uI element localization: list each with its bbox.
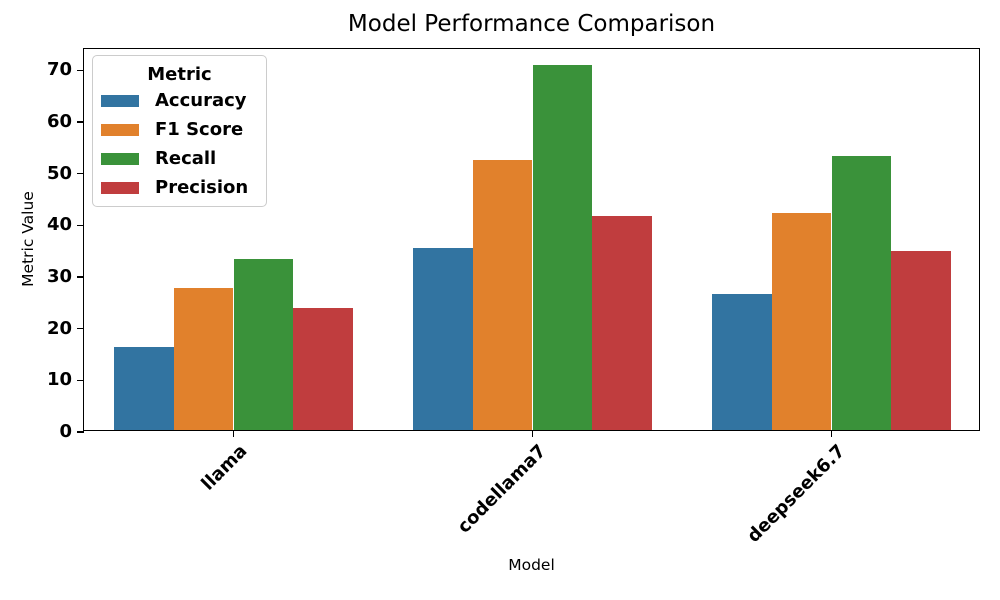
legend-label-recall: Recall	[155, 147, 217, 169]
legend-item-accuracy: Accuracy	[93, 86, 266, 115]
legend-label-accuracy: Accuracy	[155, 89, 247, 111]
legend-title: Metric	[147, 64, 212, 85]
bar-llama-recall	[233, 258, 294, 430]
y-tick-mark-10	[77, 379, 84, 381]
y-tick-mark-70	[77, 69, 84, 71]
bar-llama-f1-score	[173, 288, 234, 430]
y-tick-mark-50	[77, 172, 84, 175]
plot-area: 0 10 20 30 40 50 60 70 llama codellama7 deepseek6.…	[47, 48, 980, 547]
bar-codellama7-precision	[592, 215, 653, 430]
legend-item-precision: Precision	[93, 173, 266, 202]
y-axis-label: Metric Value	[19, 191, 37, 287]
legend-item-f1-score: F1 Score	[93, 115, 266, 144]
x-tick-mark-deepseek6-7	[830, 430, 833, 437]
y-tick-mark-30	[77, 276, 84, 278]
y-tick-label-10: 10	[46, 369, 72, 391]
x-tick-label-llama: llama	[196, 440, 251, 495]
bar-deepseek6-7-recall	[831, 156, 892, 430]
y-tick-label-40: 40	[46, 214, 72, 236]
y-tick-mark-0	[77, 431, 84, 433]
chart-title: Model Performance Comparison	[347, 11, 716, 37]
y-tick-label-70: 70	[46, 59, 72, 81]
x-axis-label: Model	[508, 556, 555, 574]
y-tick-mark-20	[77, 327, 84, 330]
bar-codellama7-recall	[532, 65, 593, 430]
x-tick-mark-codellama7	[531, 430, 534, 437]
bar-deepseek6-7-accuracy	[711, 294, 772, 430]
bar-llama-accuracy	[113, 347, 174, 430]
bar-deepseek6-7-precision	[891, 250, 952, 430]
precision-swatch-icon	[101, 181, 139, 194]
legend: Metric Accuracy F1 Score Recall Precisio…	[92, 55, 267, 207]
y-tick-label-50: 50	[46, 162, 72, 184]
legend-label-precision: Precision	[155, 176, 249, 198]
x-tick-label-codellama7: codellama7	[453, 440, 550, 538]
legend-item-recall: Recall	[93, 144, 266, 173]
legend-label-f1-score: F1 Score	[155, 118, 244, 140]
y-tick-label-60: 60	[46, 110, 72, 132]
recall-swatch-icon	[101, 152, 139, 165]
bar-codellama7-f1-score	[472, 159, 533, 430]
y-tick-label-0: 0	[59, 421, 72, 442]
y-tick-mark-40	[77, 224, 84, 226]
bar-codellama7-accuracy	[412, 248, 473, 430]
x-tick-mark-llama	[232, 430, 235, 437]
bar-llama-precision	[293, 307, 354, 430]
y-tick-label-30: 30	[46, 265, 72, 287]
y-tick-label-20: 20	[46, 317, 72, 339]
accuracy-swatch-icon	[101, 94, 139, 107]
bar-deepseek6-7-f1-score	[771, 213, 832, 430]
x-tick-label-deepseek6-7: deepseek6.7	[742, 440, 849, 547]
f1-score-swatch-icon	[101, 123, 139, 136]
y-tick-mark-60	[77, 121, 84, 123]
